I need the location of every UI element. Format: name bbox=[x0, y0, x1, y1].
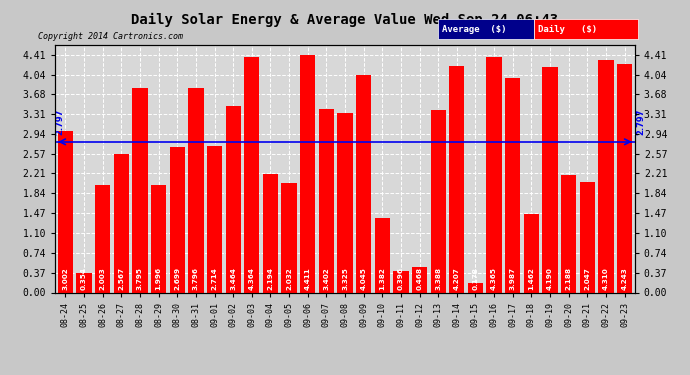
Bar bbox=[617, 64, 632, 292]
Bar bbox=[486, 57, 502, 292]
Text: 4.364: 4.364 bbox=[249, 267, 255, 290]
Text: 1.382: 1.382 bbox=[380, 267, 385, 290]
Text: 2.188: 2.188 bbox=[566, 267, 571, 290]
Bar bbox=[412, 267, 427, 292]
Bar bbox=[77, 273, 92, 292]
Text: 3.388: 3.388 bbox=[435, 267, 441, 290]
Bar bbox=[337, 113, 353, 292]
Text: 3.002: 3.002 bbox=[63, 267, 68, 290]
Bar bbox=[263, 174, 278, 292]
Bar bbox=[114, 154, 129, 292]
Text: 2.567: 2.567 bbox=[119, 267, 124, 290]
Text: 0.178: 0.178 bbox=[473, 267, 478, 290]
Text: 3.795: 3.795 bbox=[137, 267, 143, 290]
Bar bbox=[431, 110, 446, 292]
Text: Average  ($): Average ($) bbox=[442, 25, 506, 34]
Text: 2.194: 2.194 bbox=[268, 267, 273, 290]
Text: 3.987: 3.987 bbox=[510, 267, 515, 290]
Text: 4.045: 4.045 bbox=[361, 267, 366, 290]
Bar bbox=[95, 184, 110, 292]
Bar bbox=[561, 175, 576, 292]
Bar bbox=[375, 218, 390, 292]
Text: 3.325: 3.325 bbox=[342, 267, 348, 290]
Bar bbox=[226, 106, 241, 292]
Bar bbox=[300, 55, 315, 292]
Bar bbox=[151, 185, 166, 292]
Text: 2.003: 2.003 bbox=[100, 267, 106, 290]
Bar bbox=[393, 271, 408, 292]
Bar bbox=[542, 67, 558, 292]
Bar bbox=[580, 182, 595, 292]
Text: 2.797: 2.797 bbox=[636, 109, 645, 135]
Text: 2.699: 2.699 bbox=[175, 267, 180, 290]
Text: 4.310: 4.310 bbox=[603, 267, 609, 290]
Bar bbox=[282, 183, 297, 292]
Text: 4.411: 4.411 bbox=[305, 267, 310, 290]
Text: 4.243: 4.243 bbox=[622, 267, 627, 290]
Bar bbox=[207, 146, 222, 292]
Bar bbox=[170, 147, 185, 292]
Text: 2.032: 2.032 bbox=[286, 267, 292, 290]
Bar bbox=[524, 214, 539, 292]
Text: 4.207: 4.207 bbox=[454, 267, 460, 290]
Bar bbox=[505, 78, 520, 292]
Text: 3.796: 3.796 bbox=[193, 267, 199, 290]
Bar bbox=[132, 88, 148, 292]
Text: 1.996: 1.996 bbox=[156, 267, 161, 290]
Text: 4.190: 4.190 bbox=[547, 267, 553, 290]
Bar bbox=[356, 75, 371, 292]
Bar bbox=[188, 88, 204, 292]
Bar bbox=[449, 66, 464, 292]
Text: Copyright 2014 Cartronics.com: Copyright 2014 Cartronics.com bbox=[38, 32, 183, 41]
Text: Daily Solar Energy & Average Value Wed Sep 24 06:43: Daily Solar Energy & Average Value Wed S… bbox=[131, 13, 559, 27]
Text: 3.464: 3.464 bbox=[230, 267, 236, 290]
Bar bbox=[58, 131, 73, 292]
Text: 2.797: 2.797 bbox=[55, 109, 64, 135]
Text: 0.468: 0.468 bbox=[417, 267, 422, 290]
Bar bbox=[244, 57, 259, 292]
Text: Daily   ($): Daily ($) bbox=[538, 25, 598, 34]
Text: 0.396: 0.396 bbox=[398, 267, 404, 290]
Text: 1.462: 1.462 bbox=[529, 267, 534, 290]
Bar bbox=[319, 109, 334, 292]
Text: 0.354: 0.354 bbox=[81, 267, 87, 290]
Text: 4.365: 4.365 bbox=[491, 267, 497, 290]
Bar bbox=[468, 283, 483, 292]
Text: 2.714: 2.714 bbox=[212, 267, 217, 290]
Text: 2.047: 2.047 bbox=[584, 267, 590, 290]
Text: 3.402: 3.402 bbox=[324, 267, 329, 290]
Bar bbox=[598, 60, 613, 292]
